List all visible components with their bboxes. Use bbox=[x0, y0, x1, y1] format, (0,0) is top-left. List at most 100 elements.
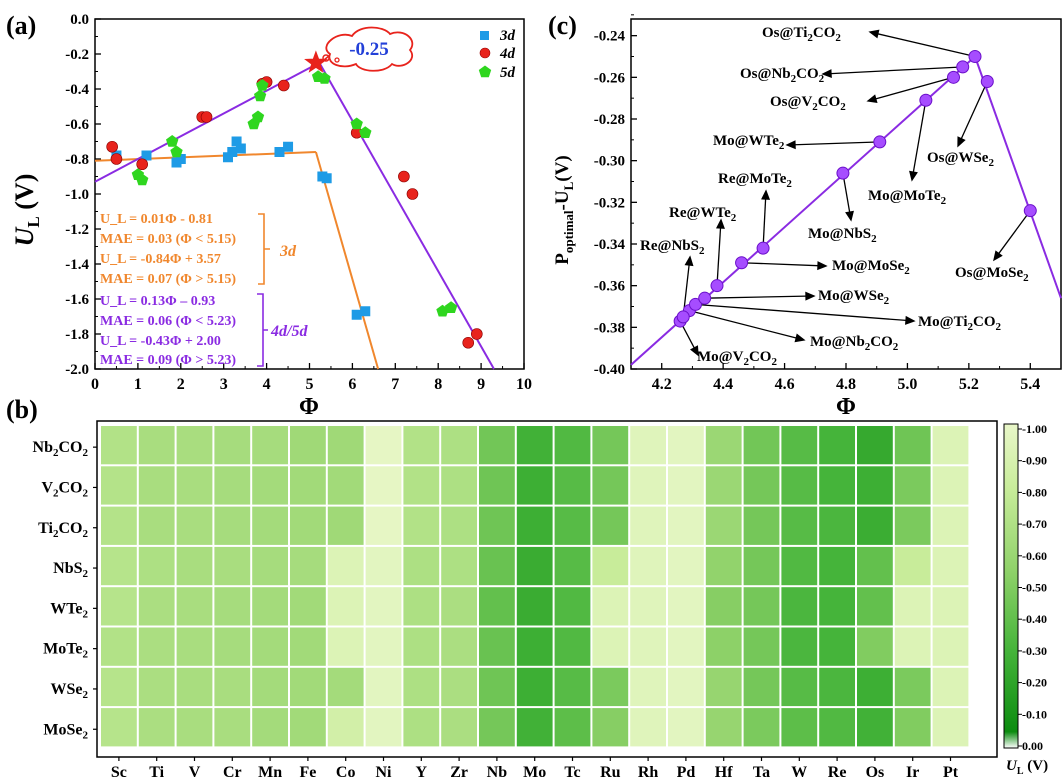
arrow-head-mo_wte2 bbox=[785, 140, 796, 150]
row-label-part: CO bbox=[59, 439, 83, 456]
label-part: Mo@WTe bbox=[713, 133, 779, 149]
heatmap-cell bbox=[252, 506, 288, 545]
row-label-part: V bbox=[41, 479, 53, 496]
heatmap-cell bbox=[857, 708, 893, 747]
heatmap-cell bbox=[441, 426, 477, 465]
label-part: 2 bbox=[779, 140, 785, 152]
heatmap-cell bbox=[894, 426, 931, 465]
heatmap-cell bbox=[668, 627, 704, 666]
arrow-head-mo_mose2 bbox=[817, 261, 828, 271]
point-3d bbox=[321, 173, 332, 184]
heatmap-cell bbox=[630, 627, 666, 666]
y-tick-label: 0.0 bbox=[70, 12, 89, 28]
heatmap-cell bbox=[252, 587, 288, 626]
heatmap-cell bbox=[479, 667, 515, 707]
panel-a-legend: 3d 4d 5d bbox=[478, 28, 516, 81]
panel-b: (b) Nb2CO2V2CO2Ti2CO2NbS2WTe2MoTe2WSe2Mo… bbox=[6, 395, 1048, 781]
point-Os@V2CO2 bbox=[947, 70, 960, 84]
column-label-Hf: Hf bbox=[715, 764, 733, 781]
heatmap-cell bbox=[214, 546, 251, 586]
heatmap-cell bbox=[138, 667, 175, 707]
label-os_v2co2: Os@V2CO2 bbox=[770, 94, 846, 113]
heatmap-cell bbox=[554, 426, 591, 465]
arrow-head-re_nbs2 bbox=[684, 255, 694, 267]
row-label-MoTe2: MoTe2 bbox=[43, 641, 88, 661]
heatmap-cell bbox=[705, 627, 742, 666]
panel-label-c: (c) bbox=[548, 11, 577, 40]
heatmap-cell bbox=[592, 506, 629, 545]
legend-4d-label: 4d bbox=[499, 46, 516, 62]
panel-c-point-labels: Os@Ti2CO2Os@Nb2CO2Os@V2CO2Mo@WTe2Os@WSe2… bbox=[640, 25, 1029, 368]
heatmap-cell bbox=[819, 667, 855, 707]
heatmap-cell bbox=[252, 667, 288, 707]
label-part: CO bbox=[818, 94, 841, 110]
y-tick-label: -2.0 bbox=[65, 362, 89, 378]
column-label-Ti: Ti bbox=[149, 764, 164, 781]
label-mo_nbs2: Mo@NbS2 bbox=[808, 226, 877, 245]
row-label-part: WTe bbox=[50, 600, 82, 617]
point-4d bbox=[406, 188, 419, 200]
heatmap-cell bbox=[932, 426, 969, 465]
heatmap-cell bbox=[214, 708, 251, 747]
heatmap-cell bbox=[365, 506, 402, 545]
point-5d bbox=[251, 110, 265, 123]
point-3d bbox=[274, 147, 285, 157]
heatmap-cell bbox=[403, 627, 440, 666]
y-tick-label: -0.24 bbox=[594, 29, 626, 45]
heatmap-cell bbox=[479, 466, 515, 505]
heatmap-cell bbox=[894, 587, 931, 626]
label-re_mote2: Re@MoTe2 bbox=[718, 171, 792, 190]
heatmap-cell bbox=[743, 667, 780, 707]
heatmap-cell bbox=[630, 546, 666, 586]
point-4d bbox=[110, 153, 123, 165]
column-label-Tc: Tc bbox=[564, 764, 580, 781]
heatmap-cell bbox=[403, 708, 440, 747]
y-tick-label: -1.6 bbox=[65, 292, 89, 308]
arrow-os_nb2co2 bbox=[830, 66, 957, 75]
y-tick-label: -0.2 bbox=[65, 47, 89, 63]
arrow-head-re_wte2 bbox=[715, 218, 725, 229]
heatmap-cell bbox=[668, 426, 704, 465]
arrow-mo_nb2co2 bbox=[695, 311, 797, 339]
heatmap-cell bbox=[857, 587, 893, 626]
point-5d bbox=[256, 79, 269, 91]
heatmap-cell bbox=[668, 506, 704, 545]
arrow-head-re_mote2 bbox=[761, 189, 771, 200]
label-part: Re@NbS bbox=[640, 238, 699, 254]
label-part: 2 bbox=[988, 157, 994, 169]
heatmap-cell bbox=[176, 667, 213, 707]
point-Os@Ti2CO2 bbox=[968, 50, 982, 63]
arrow-os_mose2 bbox=[998, 215, 1028, 254]
colorbar-tick-label: -0.70 bbox=[1022, 517, 1047, 531]
label-part: Os@WSe bbox=[927, 150, 989, 166]
colorbar-tick-label: -0.30 bbox=[1022, 644, 1047, 658]
heatmap-cell bbox=[516, 587, 553, 626]
heatmap-cell bbox=[592, 667, 629, 707]
heatmap-cell bbox=[138, 627, 175, 666]
heatmap-cell bbox=[327, 506, 364, 545]
colorbar-tick-label: -0.50 bbox=[1022, 581, 1047, 595]
heatmap-cell bbox=[327, 546, 364, 586]
row-label-MoSe2: MoSe2 bbox=[43, 721, 88, 741]
panel-c-arrows bbox=[682, 29, 1028, 357]
heatmap-cell bbox=[668, 667, 704, 707]
point-4d bbox=[200, 111, 213, 123]
heatmap-cell bbox=[592, 708, 629, 747]
heatmap-cell bbox=[932, 667, 969, 707]
y-tick-label: -0.38 bbox=[594, 320, 625, 336]
row-label-NbS2: NbS2 bbox=[53, 560, 88, 580]
column-label-Mo: Mo bbox=[523, 764, 546, 781]
heatmap-cell bbox=[327, 587, 364, 626]
annotation-45d-group: 4d/5d bbox=[270, 323, 308, 340]
point-3d bbox=[227, 147, 238, 157]
heatmap-cell bbox=[668, 587, 704, 626]
x-tick-label: 5.0 bbox=[897, 376, 917, 393]
arrow-head-mo_mote2 bbox=[909, 170, 918, 182]
legend-3d-label: 3d bbox=[499, 28, 516, 44]
peak-value-label: -0.25 bbox=[349, 39, 389, 60]
heatmap-cell bbox=[857, 466, 893, 505]
annotation-3d-eq2: U_L = -0.84Φ + 3.57 bbox=[100, 252, 221, 267]
label-part: Os@V bbox=[770, 94, 812, 110]
label-part: CO bbox=[796, 66, 819, 82]
arrow-mo_wse2 bbox=[710, 295, 807, 299]
